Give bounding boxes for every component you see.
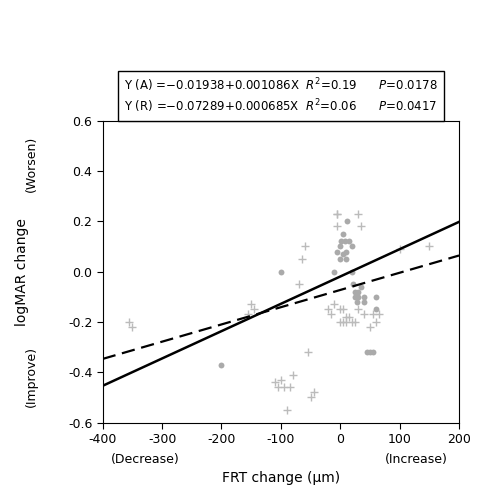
Point — [357, 222, 365, 230]
Point — [333, 210, 341, 218]
Point — [360, 310, 368, 318]
Text: (Improve): (Improve) — [25, 346, 38, 408]
Y-axis label: logMAR change: logMAR change — [15, 218, 29, 326]
Point — [271, 378, 279, 386]
Point — [325, 306, 332, 314]
Point — [360, 298, 368, 306]
Point — [283, 406, 291, 414]
Text: (Increase): (Increase) — [385, 453, 448, 466]
Point — [250, 306, 258, 314]
Point — [354, 293, 362, 301]
Point — [333, 222, 341, 230]
Point — [351, 293, 359, 301]
Point — [244, 310, 252, 318]
Point — [310, 388, 317, 396]
Point — [344, 218, 351, 226]
Point — [342, 318, 350, 326]
Point — [339, 250, 347, 258]
Point — [372, 293, 380, 301]
Point — [307, 394, 314, 402]
Point — [286, 384, 294, 392]
Point — [354, 210, 362, 218]
Point — [351, 318, 359, 326]
Point — [353, 298, 361, 306]
Point — [339, 318, 347, 326]
Point — [301, 242, 309, 250]
Point — [354, 288, 362, 296]
Point — [295, 280, 303, 288]
Point — [339, 306, 347, 314]
Point — [372, 318, 380, 326]
Point — [298, 255, 306, 263]
Point — [336, 242, 344, 250]
Point — [289, 371, 296, 379]
Point — [277, 376, 285, 384]
Point — [330, 300, 338, 308]
Point — [330, 268, 338, 276]
Point — [366, 348, 374, 356]
Point — [339, 230, 347, 238]
Point — [425, 242, 433, 250]
Point — [333, 248, 341, 256]
Point — [338, 238, 346, 246]
Text: (Worsen): (Worsen) — [25, 136, 38, 192]
Point — [369, 348, 377, 356]
Point — [336, 306, 344, 314]
Point — [349, 280, 357, 288]
X-axis label: FRT change (μm): FRT change (μm) — [222, 471, 340, 485]
Point — [345, 238, 353, 246]
Point — [342, 255, 350, 263]
Point — [360, 293, 368, 301]
Point — [348, 318, 356, 326]
Point — [369, 310, 377, 318]
Text: Y (A) =−0.01938+0.001086X  $R^2$=0.19      $P$=0.0178
Y (R) =−0.07289+0.000685X : Y (A) =−0.01938+0.001086X $R^2$=0.19 $P$… — [124, 76, 438, 114]
Point — [128, 323, 136, 331]
Point — [342, 313, 350, 321]
Point — [345, 313, 353, 321]
Point — [277, 268, 285, 276]
Point — [372, 306, 380, 314]
Point — [274, 384, 282, 392]
Point — [280, 384, 288, 392]
Point — [375, 310, 383, 318]
Point — [396, 245, 403, 253]
Point — [336, 318, 344, 326]
Point — [357, 282, 365, 290]
Point — [247, 300, 255, 308]
Point — [328, 310, 335, 318]
Point — [218, 360, 226, 368]
Point — [348, 242, 356, 250]
Point — [363, 348, 371, 356]
Point — [348, 268, 356, 276]
Point — [304, 348, 312, 356]
Point — [366, 323, 374, 331]
Point — [351, 288, 359, 296]
Point — [354, 306, 362, 314]
Point — [341, 238, 349, 246]
Point — [336, 255, 344, 263]
Text: (Decrease): (Decrease) — [111, 453, 180, 466]
Point — [342, 248, 350, 256]
Point — [125, 318, 133, 326]
Point — [333, 210, 341, 218]
